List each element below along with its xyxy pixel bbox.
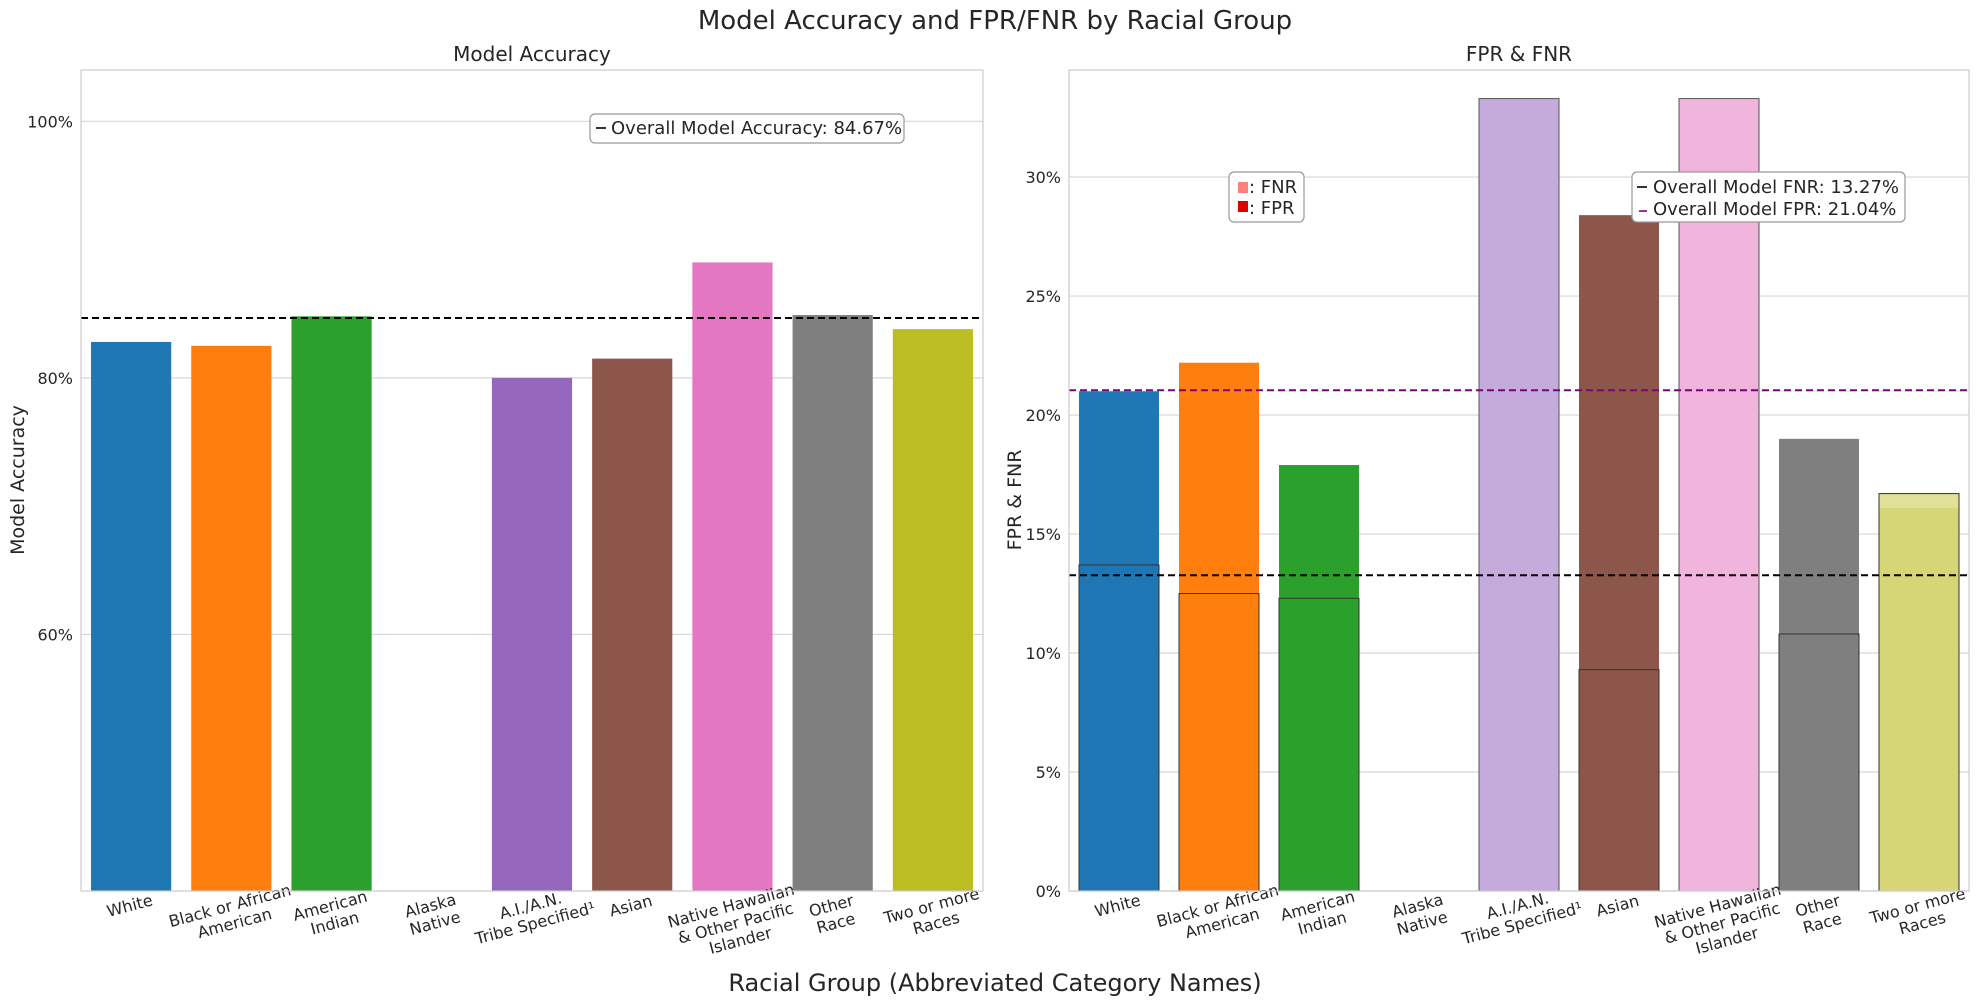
accuracy-annotation-box: Overall Model Accuracy: 84.67% (589, 113, 905, 144)
figure-xlabel: Racial Group (Abbreviated Category Names… (728, 969, 1261, 997)
fpr-fnr-legend: : FNR : FPR (1228, 171, 1305, 223)
overall-fnr-label: Overall Model FNR: 13.27% (1653, 177, 1899, 198)
y-tick-label: 25% (1025, 287, 1061, 306)
accuracy-bar-american (291, 316, 372, 891)
fpr-fnr-plot-frame (1068, 69, 1970, 892)
fpr-fnr-panel-title: FPR & FNR (1466, 42, 1572, 66)
x-tick-label-asian: Asian (1594, 891, 1641, 921)
accuracy-bar-black-or-african (191, 345, 272, 891)
y-tick-label: 5% (1036, 763, 1061, 782)
fnr-bars (1078, 493, 1960, 892)
accuracy-bar-two-or-more (892, 329, 973, 891)
x-tick-label-native-hawaiian: Native Hawaiian& Other PacificIslander (1652, 880, 1792, 967)
accuracy-bar-other (792, 315, 873, 891)
y-tick-label: 60% (37, 625, 73, 644)
fpr-bar-a-i-a-n (1478, 98, 1560, 892)
legend-fnr-swatch (1238, 182, 1248, 193)
legend-fnr-label: : FNR (1249, 177, 1297, 198)
legend-fpr-swatch (1238, 201, 1248, 212)
legend-fpr-label: : FPR (1249, 198, 1295, 219)
x-tick-label-two-or-more: Two or moreRaces (1867, 884, 1972, 945)
accuracy-plot-frame (80, 69, 984, 892)
accuracy-bar-a-i-a-n (491, 377, 573, 891)
fnr-bar-american (1278, 597, 1360, 892)
x-tick-label-american: AmericanIndian (1278, 887, 1361, 942)
fnr-bar-asian (1578, 669, 1660, 892)
fpr-fnr-y-axis-label: FPR & FNR (1004, 450, 1026, 551)
fpr-fnr-reference-lines (1069, 389, 1969, 577)
accuracy-y-axis-label: Model Accuracy (7, 405, 29, 555)
y-tick-label: 20% (1025, 406, 1061, 425)
accuracy-bar-asian (592, 358, 673, 891)
x-tick-label-other: OtherRace (807, 891, 861, 939)
x-tick-label-two-or-more: Two or moreRaces (881, 884, 986, 945)
fpr-bar-native-hawaiian (1678, 98, 1760, 892)
x-tick-label-alaska: AlaskaNative (1390, 890, 1450, 939)
accuracy-overall-label: Overall Model Accuracy: 84.67% (611, 118, 902, 139)
accuracy-x-tick-labels: White Black or AfricanAmerican AmericanInd… (105, 880, 986, 967)
accuracy-bar-white (91, 341, 172, 891)
fnr-bar-white (1078, 564, 1160, 892)
y-tick-label: 15% (1025, 525, 1061, 544)
x-tick-label-american: AmericanIndian (291, 887, 374, 942)
y-tick-label: 30% (1025, 168, 1061, 187)
x-tick-label-other: OtherRace (1793, 891, 1847, 939)
y-tick-label: 10% (1025, 644, 1061, 663)
y-tick-label: 80% (37, 369, 73, 388)
x-tick-label-asian: Asian (607, 891, 654, 921)
y-tick-label: 100% (27, 112, 73, 131)
x-tick-label-line: White (1093, 890, 1143, 920)
figure-title: Model Accuracy and FPR/FNR by Racial Gro… (698, 6, 1292, 36)
x-tick-label-alaska: AlaskaNative (403, 890, 463, 939)
accuracy-bars (91, 262, 973, 891)
fpr-fnr-annotation-box: Overall Model FNR: 13.27% Overall Model … (1631, 171, 1906, 223)
fpr-fnr-panel: 0% 5% 10% 15% 20% 25% 30% White Black or Africa… (1004, 42, 1972, 967)
accuracy-bar-native-hawaiian (692, 262, 773, 891)
fnr-bar-two-or-more (1878, 493, 1960, 892)
accuracy-panel: 60% 80% 100% White Black or AfricanAmerican… (7, 42, 986, 967)
accuracy-y-tick-labels: 60% 80% 100% (27, 112, 73, 644)
x-tick-label-line: Asian (1594, 891, 1641, 921)
fnr-bar-black-or-african (1178, 593, 1260, 892)
accuracy-panel-title: Model Accuracy (453, 42, 611, 66)
x-tick-label-native-hawaiian: Native Hawaiian& Other PacificIslander (666, 880, 806, 967)
fpr-fnr-x-tick-labels: White Black or AfricanAmerican AmericanInd… (1093, 880, 1972, 967)
x-tick-label-white: White (105, 890, 155, 920)
fnr-bar-other (1778, 633, 1860, 892)
x-tick-label-line: Asian (607, 891, 654, 921)
y-tick-label: 0% (1036, 882, 1061, 901)
overall-fpr-label: Overall Model FPR: 21.04% (1653, 199, 1896, 220)
x-tick-label-white: White (1093, 890, 1143, 920)
fpr-fnr-y-tick-labels: 0% 5% 10% 15% 20% 25% 30% (1025, 168, 1061, 901)
x-tick-label-line: White (105, 890, 155, 920)
